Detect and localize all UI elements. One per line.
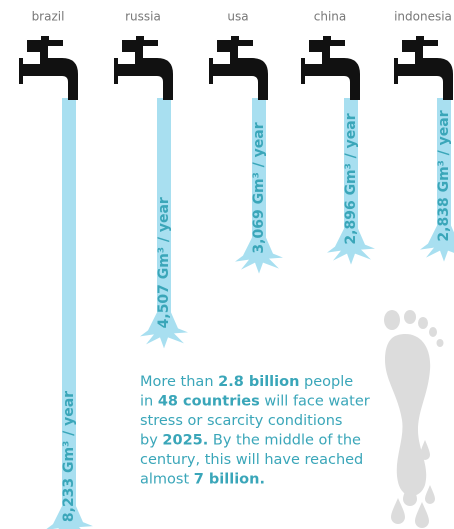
category-label: brazil (32, 10, 65, 24)
category-label: russia (125, 10, 161, 24)
value-label: 2,838 Gm³ / year (436, 110, 452, 241)
annotation: More than 2.8 billion people in 48 countr… (140, 374, 370, 488)
annotation-text: 2025. (162, 433, 208, 449)
annotation-text: by (140, 433, 162, 449)
annotation-text: stress or scarcity conditions (140, 413, 343, 429)
value-label: 2,896 Gm³ / year (343, 113, 359, 244)
annotation-text: almost (140, 472, 194, 488)
category-label: china (314, 10, 347, 24)
tap (301, 36, 360, 100)
category-label: usa (227, 10, 248, 24)
annotation-text: people (299, 374, 353, 390)
tap (19, 36, 78, 100)
splash (46, 506, 93, 529)
annotation-text: century, this will have reached (140, 452, 363, 468)
water-stream (62, 98, 76, 529)
annotation-text: in (140, 394, 158, 410)
value-label: 3,069 Gm³ / year (251, 122, 267, 253)
tap (114, 36, 173, 100)
splash (327, 228, 375, 265)
water-stream (157, 98, 171, 335)
tap (394, 36, 453, 100)
water-stream (344, 98, 358, 251)
category-label: indonesia (394, 10, 452, 24)
value-label: 4,507 Gm³ / year (156, 197, 172, 328)
annotation-text: 2.8 billion (218, 374, 299, 390)
footprint (384, 310, 444, 528)
annotation-text: More than (140, 374, 218, 390)
water-stream (252, 98, 266, 260)
tap (209, 36, 268, 100)
water-stream (437, 98, 451, 248)
annotation-text: will face water (260, 394, 370, 410)
value-label: 8,233 Gm³ / year (61, 391, 77, 522)
splash (420, 225, 454, 262)
splash (140, 312, 188, 349)
splash (235, 237, 283, 274)
annotation-text: 7 billion. (194, 472, 265, 488)
annotation-text: By the middle of the (208, 433, 361, 449)
annotation-text: 48 countries (158, 394, 260, 410)
